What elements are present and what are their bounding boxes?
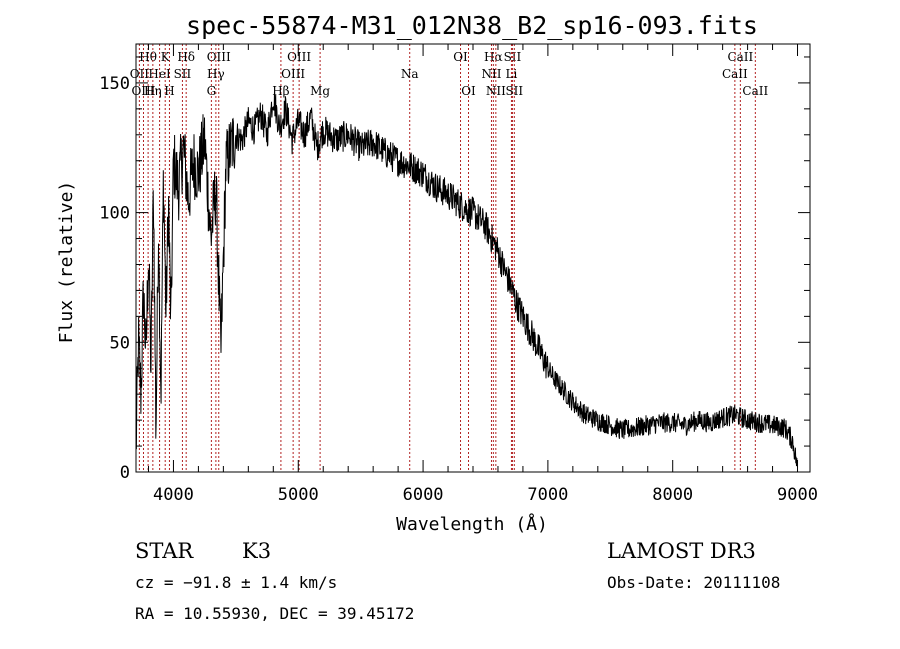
- y-tick-label-3: 150: [99, 74, 130, 94]
- x-tick-label-0: 4000: [153, 485, 194, 505]
- x-tick-label-5: 9000: [777, 485, 818, 505]
- y-tick-label-1: 50: [110, 333, 130, 353]
- x-tick-label-2: 6000: [403, 485, 444, 505]
- line-marker-label-4: HeI: [148, 67, 171, 81]
- line-marker-label-24: SII: [505, 84, 523, 98]
- line-marker-label-8: SII: [174, 67, 192, 81]
- y-tick-label-2: 100: [99, 204, 130, 224]
- line-marker-label-10: Hγ: [207, 67, 225, 81]
- line-marker-label-14: OIII: [281, 67, 305, 81]
- redshift-text: cz = −91.8 ± 1.4 km/s: [135, 573, 337, 592]
- line-marker-label-3: K: [161, 50, 171, 64]
- obs-date: Obs-Date: 20111108: [607, 573, 780, 592]
- object-class: STAR: [135, 539, 194, 563]
- line-marker-label-1: OII: [130, 67, 150, 81]
- line-marker-label-11: G: [207, 84, 217, 98]
- line-marker-label-20: NII: [481, 67, 501, 81]
- x-tick-label-4: 8000: [652, 485, 693, 505]
- spectrum-layer: [135, 91, 798, 467]
- line-marker-label-25: CaII: [727, 50, 753, 64]
- survey-name: LAMOST DR3: [607, 539, 756, 563]
- line-marker-label-2: OIII: [131, 84, 155, 98]
- x-tick-label-3: 7000: [527, 485, 568, 505]
- y-axis-label: Flux (relative): [56, 181, 77, 344]
- line-marker-label-15: Mg: [310, 84, 330, 98]
- line-marker-label-26: CaII: [722, 67, 748, 81]
- line-marker-label-12: Hβ: [272, 84, 289, 98]
- line-marker-label-19: Hα: [484, 50, 503, 64]
- axis-layer: 4000 5000 6000 7000 8000 9000 0 50 100 150: [99, 43, 818, 505]
- coordinates: RA = 10.55930, DEC = 39.45172: [135, 604, 414, 623]
- line-marker-label-27: CaII: [742, 84, 768, 98]
- line-marker-label-22: SII: [504, 50, 522, 64]
- line-marker-label-13: OIII: [287, 50, 311, 64]
- line-marker-label-6: H: [164, 84, 174, 98]
- line-marker-label-21: NII: [486, 84, 506, 98]
- line-marker-label-5: Hη: [144, 84, 162, 98]
- line-marker-label-9: OIII: [207, 50, 231, 64]
- x-axis-label: Wavelength (Å): [396, 513, 548, 535]
- spectrum-line: [135, 91, 798, 467]
- y-tick-label-0: 0: [120, 463, 130, 483]
- object-subclass: K3: [242, 539, 271, 563]
- x-tick-label-1: 5000: [278, 485, 319, 505]
- plot-frame: [135, 43, 811, 473]
- line-marker-label-23: Li: [506, 67, 518, 81]
- line-marker-label-17: OI: [453, 50, 468, 64]
- line-marker-label-16: Na: [401, 67, 419, 81]
- chart-title: spec-55874-M31_012N38_B2_sp16-093.fits: [186, 11, 758, 40]
- line-marker-label-18: OI: [461, 84, 476, 98]
- line-marker-label-7: Hδ: [177, 50, 195, 64]
